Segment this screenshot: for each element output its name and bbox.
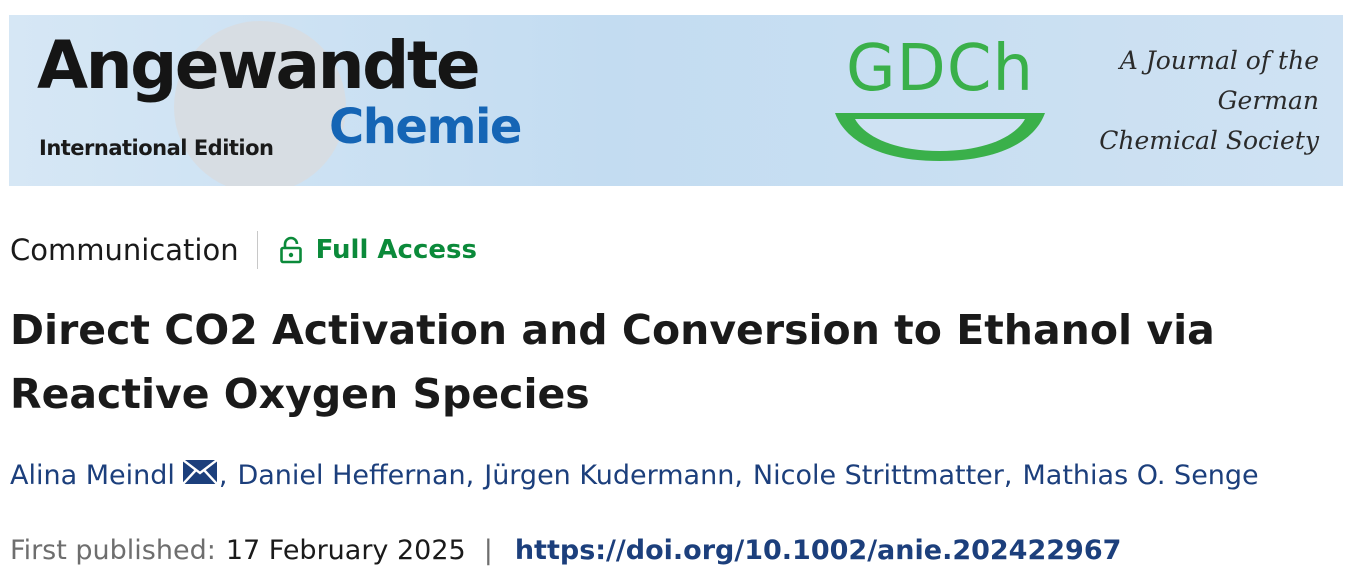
doi-link[interactable]: https://doi.org/10.1002/anie.202422967 [514, 535, 1122, 566]
access-badge: Full Access [279, 235, 477, 265]
author-link[interactable]: Jürgen Kudermann [484, 460, 735, 491]
tagline-line-2: German [1217, 86, 1319, 115]
author-link[interactable]: Alina Meindl [10, 460, 175, 491]
article-title: Direct CO2 Activation and Conversion to … [10, 306, 1215, 418]
published-date: 17 February 2025 [225, 535, 466, 566]
journal-edition: International Edition [39, 136, 274, 160]
envelope-icon[interactable] [181, 459, 218, 491]
journal-name: Angewandte [37, 27, 481, 104]
author-separator: , [218, 460, 228, 491]
society-logo: GDCh [829, 37, 1051, 162]
author-separator: , [1003, 460, 1013, 491]
open-lock-icon [279, 236, 302, 264]
banner-disc [174, 21, 346, 186]
author-link[interactable]: Daniel Heffernan [237, 460, 466, 491]
published-label: First published: [10, 535, 216, 566]
author-separator: , [465, 460, 475, 491]
author-list: Alina Meindl , Daniel Heffernan , Jürgen… [10, 459, 1259, 491]
journal-banner[interactable]: Angewandte International Edition Chemie … [9, 15, 1343, 186]
journal-subname: Chemie [329, 99, 522, 155]
article-meta: Communication Full Access [10, 230, 477, 270]
tagline-line-1: A Journal of the [1119, 46, 1319, 75]
info-separator: | [483, 535, 493, 566]
meta-divider [256, 231, 258, 269]
access-label: Full Access [315, 235, 477, 265]
author-link[interactable]: Nicole Strittmatter [752, 460, 1004, 491]
author-link[interactable]: Mathias O. Senge [1022, 460, 1259, 491]
publication-info: First published: 17 February 2025 | http… [10, 535, 1121, 566]
article-type: Communication [10, 233, 239, 267]
society-logo-bowl [835, 113, 1045, 161]
society-logo-text: GDCh [845, 32, 1035, 106]
tagline-line-3: Chemical Society [1099, 126, 1319, 155]
journal-tagline: A Journal of the German Chemical Society [1059, 41, 1319, 161]
author-separator: , [734, 460, 743, 491]
